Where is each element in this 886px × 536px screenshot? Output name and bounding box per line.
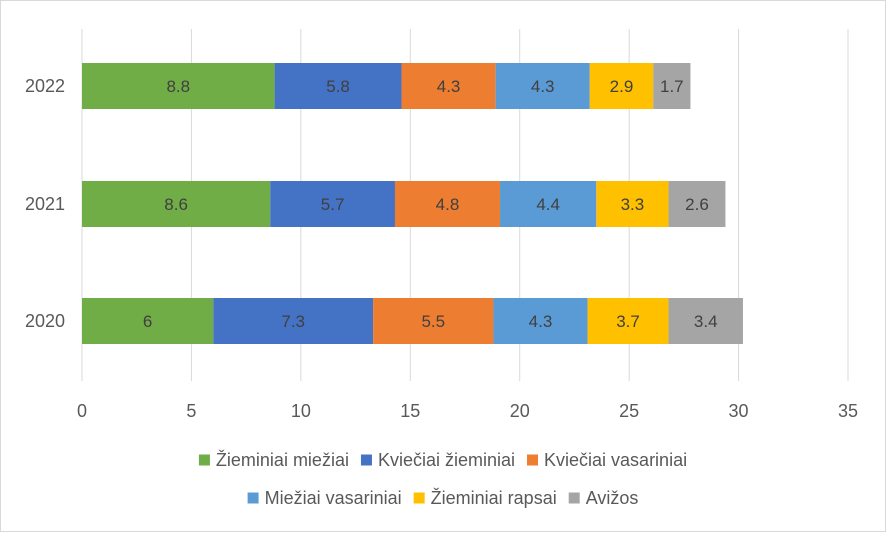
bar-segment-2022-5 [653, 63, 691, 109]
data-label-2020-5: 3.4 [694, 312, 718, 331]
legend-item: Kviečiai vasariniai [527, 450, 687, 470]
legend-swatch [247, 492, 259, 504]
data-label-2021-2: 4.8 [436, 195, 460, 214]
legend-label: Kviečiai žieminiai [378, 450, 515, 470]
bars [82, 63, 743, 344]
bar-segment-2021-4 [596, 181, 669, 227]
legend-swatch [527, 454, 539, 466]
legend-item: Miežiai vasariniai [247, 488, 402, 508]
legend-item: Kviečiai žieminiai [360, 450, 515, 470]
bar-segment-2022-1 [274, 63, 402, 109]
legend-label: Kviečiai vasariniai [544, 450, 687, 470]
legend-item: Avižos [568, 488, 639, 508]
bar-segment-2020-0 [82, 298, 214, 344]
x-tick-label-1: 5 [186, 401, 196, 421]
data-label-2020-3: 4.3 [529, 312, 553, 331]
data-label-2022-1: 5.8 [326, 77, 350, 96]
bar-segment-2021-1 [270, 181, 395, 227]
legend-swatch [198, 454, 210, 466]
legend-label: Žieminiai rapsai [431, 488, 557, 508]
data-label-2021-3: 4.4 [536, 195, 560, 214]
data-label-2022-5: 1.7 [660, 77, 684, 96]
data-label-2022-3: 4.3 [531, 77, 555, 96]
data-label-2021-0: 8.6 [164, 195, 188, 214]
bar-segment-2020-3 [493, 298, 588, 344]
x-tick-label-4: 20 [510, 401, 530, 421]
y-tick-label-2020: 2020 [25, 311, 65, 331]
bar-segment-2021-5 [668, 181, 726, 227]
data-labels: 8.8 5.8 4.3 4.3 2.9 1.7 8.6 5.7 4.8 4.4 3.3 2.6 6 7.3… [143, 77, 718, 331]
bar-segment-2022-3 [495, 63, 590, 109]
legend: Žieminiai miežiai Kviečiai žieminiai Kvieč… [198, 450, 687, 508]
legend-item: Žieminiai rapsai [413, 488, 557, 508]
legend-swatch [568, 492, 580, 504]
bar-segment-2020-1 [213, 298, 374, 344]
bar-segment-2022-2 [401, 63, 496, 109]
legend-label: Avižos [586, 488, 639, 508]
bar-segment-2021-0 [82, 181, 271, 227]
bar-segment-2021-2 [394, 181, 501, 227]
x-tick-label-2: 10 [291, 401, 311, 421]
data-label-2021-1: 5.7 [321, 195, 345, 214]
data-label-2022-2: 4.3 [437, 77, 461, 96]
x-tick-label-6: 30 [729, 401, 749, 421]
x-tick-label-5: 25 [619, 401, 639, 421]
data-label-2020-4: 3.7 [616, 312, 640, 331]
y-axis-ticks: 2022 2021 2020 [25, 76, 65, 331]
bar-segment-2022-0 [82, 63, 275, 109]
legend-label: Žieminiai miežiai [216, 450, 349, 470]
legend-label: Miežiai vasariniai [265, 488, 402, 508]
x-tick-label-3: 15 [400, 401, 420, 421]
bar-segment-2020-5 [668, 298, 743, 344]
data-label-2021-5: 2.6 [685, 195, 709, 214]
x-axis-ticks: 0 5 10 15 20 25 30 35 [77, 401, 858, 421]
x-tick-label-7: 35 [838, 401, 858, 421]
bar-segment-2020-4 [587, 298, 669, 344]
data-label-2022-0: 8.8 [166, 77, 190, 96]
data-label-2020-1: 7.3 [281, 312, 305, 331]
data-label-2020-0: 6 [143, 312, 152, 331]
data-label-2020-2: 5.5 [421, 312, 445, 331]
bar-segment-2020-2 [373, 298, 494, 344]
data-label-2022-4: 2.9 [610, 77, 634, 96]
y-tick-label-2021: 2021 [25, 194, 65, 214]
bar-segment-2022-4 [589, 63, 654, 109]
bar-segment-2021-3 [500, 181, 597, 227]
legend-item: Žieminiai miežiai [198, 450, 349, 470]
data-label-2021-4: 3.3 [621, 195, 645, 214]
x-tick-label-0: 0 [77, 401, 87, 421]
legend-swatch [360, 454, 372, 466]
y-tick-label-2022: 2022 [25, 76, 65, 96]
legend-swatch [413, 492, 425, 504]
